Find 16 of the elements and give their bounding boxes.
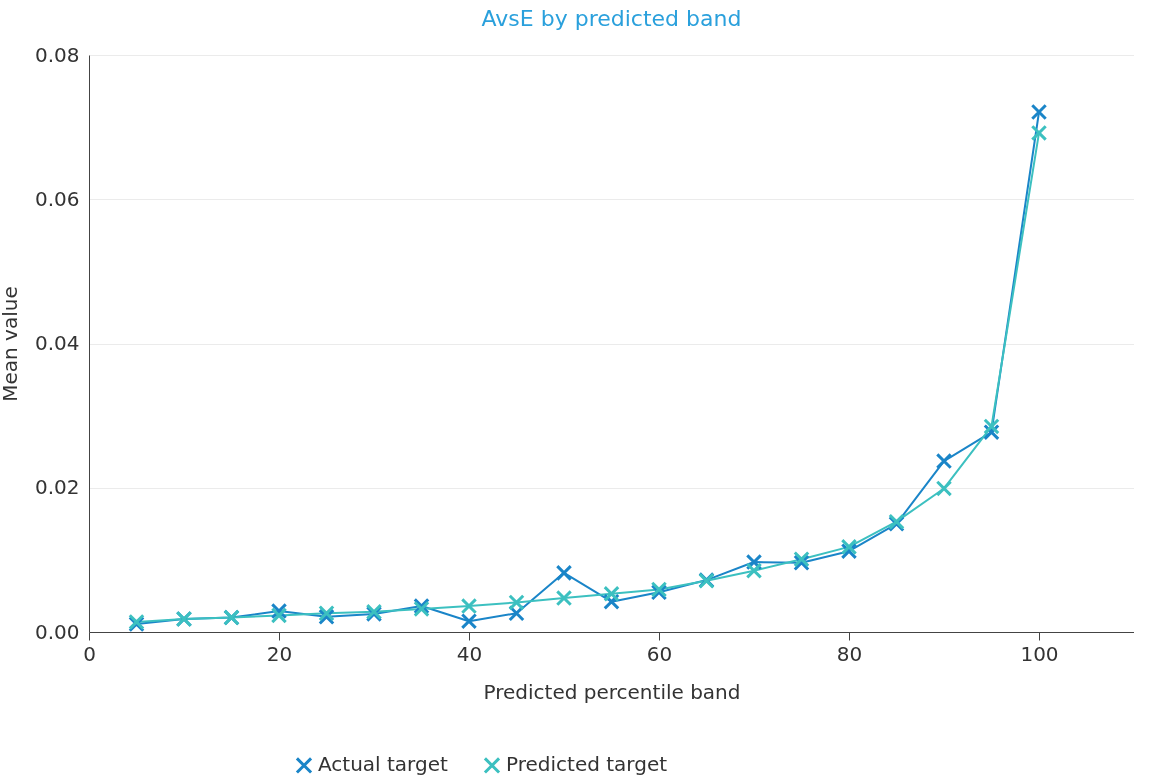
x-axis-title: Predicted percentile band [483,679,741,704]
x-tick-label: 0 [83,641,96,666]
y-tick-label: 0.06 [34,186,80,211]
y-tick-label: 0.00 [34,619,80,644]
x-tick-label: 100 [1020,641,1059,666]
chart-title: AvsE by predicted band [481,6,742,31]
legend-label: Predicted target [506,752,668,777]
y-tick-label: 0.02 [34,475,80,500]
legend-label: Actual target [318,752,448,777]
x-tick-label: 40 [456,641,483,666]
x-tick-label: 20 [266,641,293,666]
y-tick-label: 0.04 [34,331,80,355]
x-tick-label: 80 [836,641,863,666]
y-tick-label: 0.08 [34,42,80,67]
y-axis-title: Mean value [0,286,22,402]
x-tick-label: 60 [646,641,673,666]
